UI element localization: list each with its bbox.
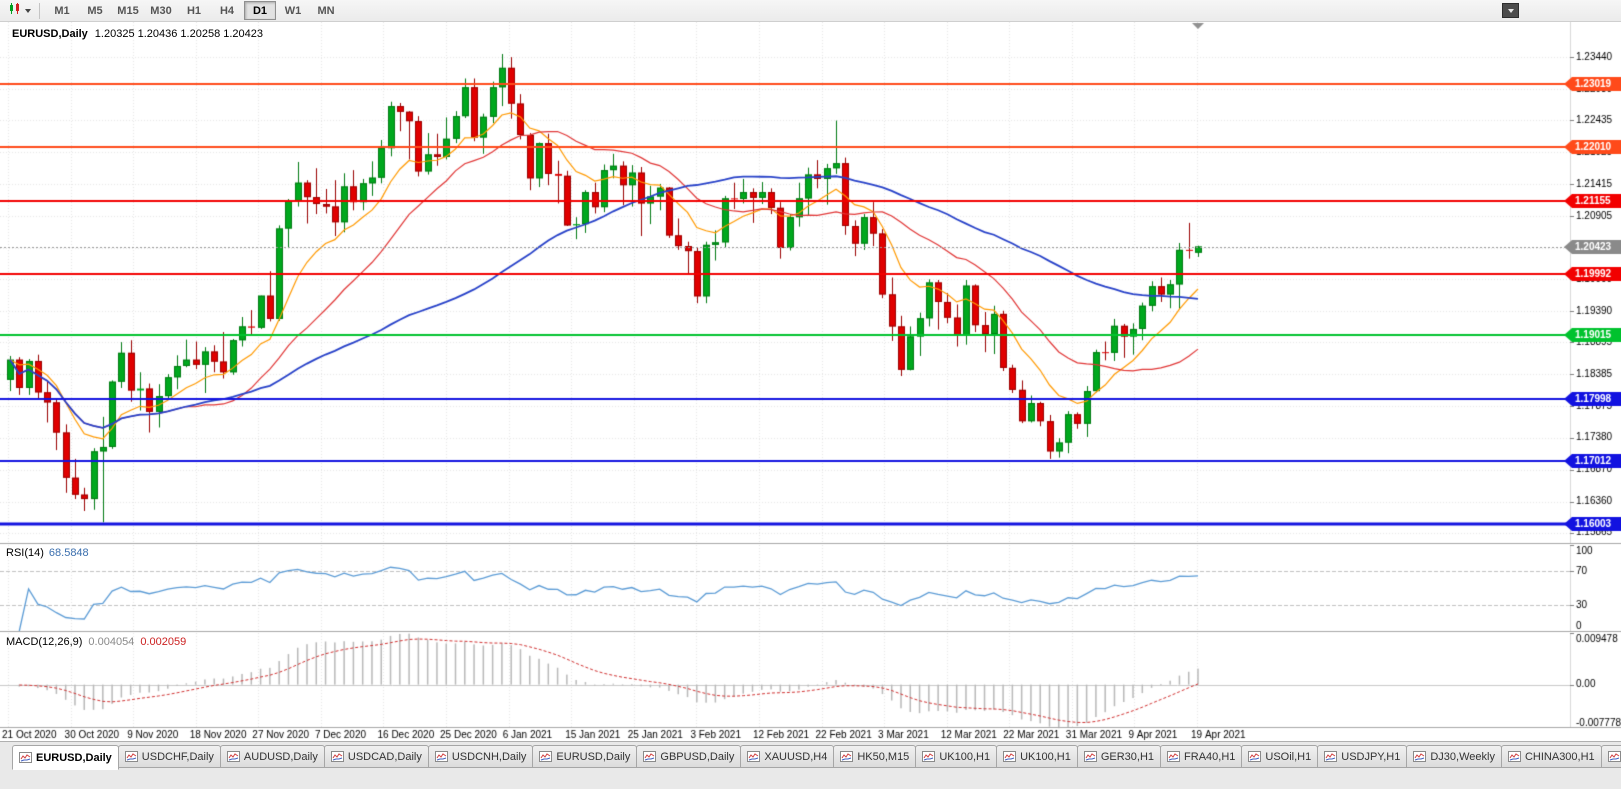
chart-tab-label: CHINA300,H1	[1524, 750, 1595, 763]
price-chart-canvas[interactable]	[0, 22, 1621, 741]
chart-type-button[interactable]	[4, 0, 35, 22]
mini-chart-icon	[19, 752, 32, 763]
timeframe-button-m30[interactable]: M30	[150, 4, 172, 17]
mini-chart-icon	[124, 751, 138, 762]
chart-tab-uk100-h1[interactable]: UK100,H1	[996, 745, 1078, 768]
mini-chart-icon	[330, 751, 344, 762]
chart-tab-label: DJ30,Weekly	[1430, 750, 1495, 763]
chevron-down-icon	[25, 8, 31, 13]
chart-tab-china300-h1[interactable]: CHINA300,H1	[1500, 745, 1602, 768]
chart-tab-label: USDCHF,Daily	[141, 750, 214, 763]
chart-tab-usdchf-daily[interactable]: USDCHF,Daily	[117, 745, 221, 768]
chart-tab-label: USOil,H1	[1265, 750, 1312, 763]
macd-main-value: 0.004054	[88, 636, 135, 648]
mini-chart-icon	[226, 751, 240, 762]
rsi-indicator-label: RSI(14) 68.5848	[6, 547, 89, 559]
chart-tab-label: FRA40,H1	[1184, 750, 1236, 763]
mini-chart-icon	[922, 751, 936, 762]
mini-chart-icon	[539, 751, 553, 762]
mini-chart-icon	[434, 751, 448, 762]
chart-tab-label: USDCNH,Daily	[451, 750, 527, 763]
macd-indicator-label: MACD(12,26,9) 0.004054 0.002059	[6, 636, 186, 648]
mini-chart-icon	[643, 751, 657, 762]
timeframe-button-m1[interactable]: M1	[54, 4, 70, 17]
chart-tab-label: HK50,M15	[857, 750, 910, 763]
mini-chart-icon	[1003, 751, 1017, 762]
candlestick-chart-icon	[8, 2, 23, 20]
timeframe-button-d1[interactable]: D1	[244, 1, 276, 20]
timeframe-button-m5[interactable]: M5	[87, 4, 103, 17]
chart-tab-usdcad-daily[interactable]: USDCAD,Daily	[323, 745, 429, 768]
chart-tab-label: GER30,H1	[1100, 750, 1155, 763]
timeframe-button-h4[interactable]: H4	[219, 4, 235, 17]
scroll-button[interactable]	[1502, 3, 1519, 18]
chart-tab-audusd-daily[interactable]: AUDUSD,Daily	[219, 745, 325, 768]
chart-tab-usdjpy-h1[interactable]: USDJPY,H1	[1317, 745, 1408, 768]
chart-symbol-label: EURUSD,Daily	[12, 28, 88, 40]
chart-tab-fra40-h1[interactable]: FRA40,H1	[1160, 745, 1243, 768]
mini-chart-icon	[1507, 751, 1521, 762]
chart-tab-u[interactable]: U	[1600, 745, 1621, 768]
chart-tab-label: EURUSD,Daily	[556, 750, 631, 763]
chart-tab-uk100-h1[interactable]: UK100,H1	[915, 745, 998, 768]
timeframe-button-mn[interactable]: MN	[317, 4, 335, 17]
chart-tab-label: UK100,H1	[939, 750, 991, 763]
rsi-name: RSI(14)	[6, 547, 44, 559]
mini-chart-icon	[840, 751, 854, 762]
chart-tab-label: AUDUSD,Daily	[243, 750, 318, 763]
chart-tab-usdcnh-daily[interactable]: USDCNH,Daily	[427, 745, 534, 768]
chart-tab-label: GBPUSD,Daily	[660, 750, 735, 763]
chart-tab-gbpusd-daily[interactable]: GBPUSD,Daily	[636, 745, 742, 768]
chart-tab-eurusd-daily[interactable]: EURUSD,Daily	[12, 745, 119, 770]
mini-chart-icon	[1248, 751, 1262, 762]
chevron-down-icon	[1507, 8, 1514, 13]
mini-chart-icon	[1083, 751, 1097, 762]
chart-tab-ger30-h1[interactable]: GER30,H1	[1076, 745, 1162, 768]
chart-tab-dj30-weekly[interactable]: DJ30,Weekly	[1406, 745, 1502, 768]
timeframe-toolbar: M1 M5 M15 M30 H1 H4 D1 W1 MN	[46, 1, 342, 20]
timeframe-button-h1[interactable]: H1	[186, 4, 202, 17]
toolbar-separator	[39, 2, 40, 19]
chart-tab-label: EURUSD,Daily	[36, 751, 112, 764]
macd-signal-value: 0.002059	[140, 636, 187, 648]
timeframe-button-m15[interactable]: M15	[117, 4, 139, 17]
chart-tab-xauusd-h4[interactable]: XAUUSD,H4	[740, 745, 835, 768]
chart-tab-label: USDJPY,H1	[1341, 750, 1401, 763]
chart-tabs-bar: EURUSD,Daily USDCHF,Daily AUDUSD,Daily USDC…	[0, 741, 1621, 789]
chart-ohlc-header: EURUSD,Daily 1.20325 1.20436 1.20258 1.20…	[12, 28, 263, 40]
mini-chart-icon	[747, 751, 761, 762]
timeframe-button-w1[interactable]: W1	[284, 4, 302, 17]
macd-name: MACD(12,26,9)	[6, 636, 83, 648]
chart-tab-usoil-h1[interactable]: USOil,H1	[1241, 745, 1319, 768]
chart-ohlc-values: 1.20325 1.20436 1.20258 1.20423	[94, 28, 264, 40]
rsi-value: 68.5848	[48, 547, 89, 559]
chart-tab-eurusd-daily[interactable]: EURUSD,Daily	[532, 745, 638, 768]
top-toolbar: M1 M5 M15 M30 H1 H4 D1 W1 MN	[0, 0, 1621, 22]
chart-tab-hk50-m15[interactable]: HK50,M15	[833, 745, 917, 768]
mini-chart-icon	[1607, 751, 1621, 762]
chart-tab-label: XAUUSD,H4	[764, 750, 828, 763]
chart-tab-label: UK100,H1	[1020, 750, 1071, 763]
mini-chart-icon	[1167, 751, 1181, 762]
mini-chart-icon	[1413, 751, 1427, 762]
chart-tab-label: USDCAD,Daily	[347, 750, 422, 763]
mini-chart-icon	[1324, 751, 1338, 762]
